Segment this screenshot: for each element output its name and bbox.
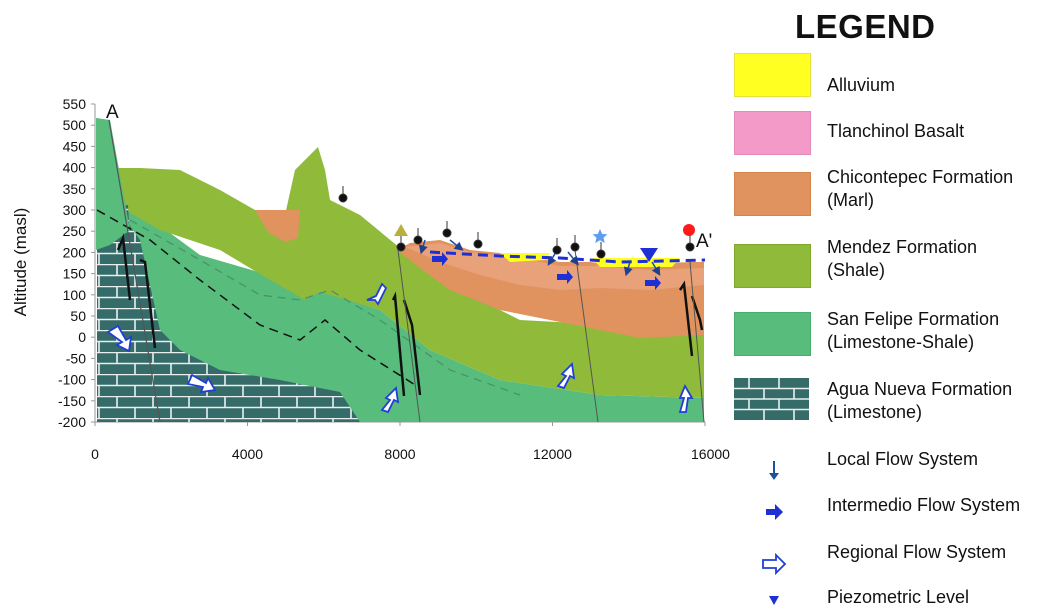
agua-nueva-formation (97, 212, 360, 422)
piezometric-level-marker (640, 248, 658, 262)
mendez-formation (118, 147, 704, 398)
x-tick-label: 4000 (232, 446, 263, 462)
piezometric-level-triangle-icon (769, 596, 779, 605)
chicontepec-swatch (734, 172, 811, 216)
mendez-label-line1: Mendez Formation (827, 237, 978, 257)
y-tick-label: 100 (63, 287, 87, 303)
section-start-label: A (106, 102, 119, 123)
red-point-marker (683, 224, 695, 236)
y-tick-label: 500 (63, 117, 87, 133)
san-felipe-wedge (96, 118, 130, 250)
geologic-cross-section: 550500450400350300250200150100500-50-100… (11, 96, 730, 462)
mendez-swatch (734, 244, 811, 288)
san-felipe-swatch (734, 312, 811, 356)
y-tick-label: -200 (58, 414, 86, 430)
agua-nueva-label-line2: (Limestone) (827, 402, 923, 422)
mendez-label-line2: (Shale) (827, 260, 886, 280)
y-tick-label: 550 (63, 96, 87, 112)
x-tick-label: 0 (91, 446, 99, 462)
y-axis-title: Altitude (masl) (11, 208, 30, 317)
regional-flow-label: Regional Flow System (827, 542, 1007, 562)
agua-nueva-label-line1: Agua Nueva Formation (827, 379, 1013, 399)
y-tick-label: 450 (63, 138, 87, 154)
wells (338, 186, 695, 259)
chicontepec-label-line1: Chicontepec Formation (827, 167, 1014, 187)
local-flow-label: Local Flow System (827, 449, 979, 469)
san-felipe-formation (97, 118, 704, 422)
alluvium-swatch (734, 53, 811, 97)
y-tick-label: 200 (63, 244, 87, 260)
y-tick-label: -50 (66, 350, 86, 366)
olive-triangle-marker (394, 224, 408, 236)
x-axis: 0 4000 8000 12000 16000 m. (91, 421, 730, 462)
y-tick-label: 300 (63, 202, 87, 218)
piezometric-dashed-line (429, 250, 706, 264)
fault-lines (108, 119, 705, 423)
regional-flow-arrow-icon (762, 552, 787, 576)
alluvium-right (592, 258, 680, 267)
alluvium-label: Alluvium (827, 75, 896, 95)
local-flow-arrow-icon (769, 461, 779, 480)
y-tick-label: -100 (58, 372, 86, 388)
x-axis-ticks: 0 4000 8000 12000 16000 m. (91, 422, 730, 462)
star-marker-icon (592, 229, 608, 243)
regional-flow-arrows (106, 282, 694, 414)
san-felipe-label-line1: San Felipe Formation (827, 309, 1000, 329)
y-tick-label: 50 (70, 308, 86, 324)
y-tick-label: 350 (63, 181, 87, 197)
tlanchinol-basalt-label: Tlanchinol Basalt (827, 121, 965, 141)
intermediate-flow-label: Intermedio Flow System (827, 495, 1021, 515)
intermediate-flow-arrow-icon (766, 504, 783, 520)
x-tick-label: 8000 (384, 446, 415, 462)
y-tick-label: -150 (58, 393, 86, 409)
y-axis: 550500450400350300250200150100500-50-100… (11, 96, 96, 430)
y-tick-label: 0 (78, 329, 86, 345)
x-tick-label: 12000 (533, 446, 572, 462)
y-tick-label: 250 (63, 223, 87, 239)
tlanchinol-basalt-swatch (734, 111, 811, 155)
y-tick-label: 400 (63, 160, 87, 176)
chicontepec-patch (255, 210, 300, 242)
y-axis-ticks: 550500450400350300250200150100500-50-100… (58, 96, 95, 430)
chicontepec-label-line2: (Marl) (827, 190, 874, 210)
dashed-contact-2 (129, 219, 521, 396)
intermediate-flow-arrows (432, 252, 661, 290)
legend-title: LEGEND (795, 8, 936, 45)
x-tick-label: 16000 m. (691, 446, 730, 462)
san-felipe-label-line2: (Limestone-Shale) (827, 332, 975, 352)
agua-nueva-swatch (734, 378, 809, 420)
piezometric-level-label: Piezometric Level (827, 587, 970, 607)
y-tick-label: 150 (63, 266, 87, 282)
section-end-label: A' (696, 231, 712, 252)
